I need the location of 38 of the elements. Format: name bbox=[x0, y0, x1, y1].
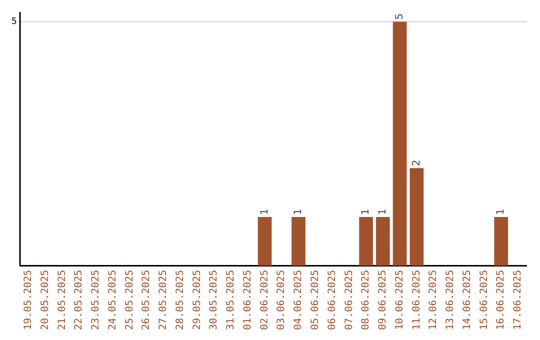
x-tick-label: 12.06.2025 bbox=[428, 270, 440, 330]
data-label: 5 bbox=[394, 13, 406, 20]
data-label: 1 bbox=[259, 208, 270, 215]
data-label: 1 bbox=[360, 208, 372, 215]
x-tick-label: 27.05.2025 bbox=[158, 270, 170, 330]
ref-line-label: 5 bbox=[11, 17, 17, 28]
x-tick-label: 11.06.2025 bbox=[411, 270, 422, 330]
x-tick-label: 25.05.2025 bbox=[124, 270, 136, 330]
data-label: 1 bbox=[293, 208, 304, 215]
x-tick-label: 17.06.2025 bbox=[512, 270, 524, 330]
x-tick-label: 03.06.2025 bbox=[276, 270, 288, 330]
x-tick-label: 21.05.2025 bbox=[56, 270, 68, 330]
x-tick-label: 10.06.2025 bbox=[394, 270, 406, 330]
data-label: 1 bbox=[378, 208, 389, 215]
x-tick-label: 16.06.2025 bbox=[496, 270, 507, 330]
x-tick-label: 13.06.2025 bbox=[445, 270, 456, 330]
x-tick-label: 30.05.2025 bbox=[208, 270, 220, 330]
x-tick-label: 09.06.2025 bbox=[378, 270, 389, 330]
x-tick-label: 20.05.2025 bbox=[40, 270, 51, 330]
x-tick-label: 28.05.2025 bbox=[174, 270, 186, 330]
data-label: 1 bbox=[496, 208, 507, 215]
data-label: 2 bbox=[411, 160, 422, 166]
x-tick-label: 24.05.2025 bbox=[107, 270, 118, 330]
x-tick-label: 07.06.2025 bbox=[344, 270, 355, 330]
x-tick-label: 26.05.2025 bbox=[141, 270, 152, 330]
x-tick-label: 23.05.2025 bbox=[90, 270, 102, 330]
x-tick-label: 31.05.2025 bbox=[226, 270, 237, 330]
x-tick-label: 14.06.2025 bbox=[462, 270, 473, 330]
x-tick-label: 06.06.2025 bbox=[326, 270, 338, 330]
x-tick-label: 19.05.2025 bbox=[23, 270, 34, 330]
x-tick-label: 01.06.2025 bbox=[242, 270, 254, 330]
x-tick-label: 04.06.2025 bbox=[293, 270, 304, 330]
x-tick-label: 02.06.2025 bbox=[259, 270, 270, 330]
x-tick-label: 22.05.2025 bbox=[74, 270, 85, 330]
x-tick-label: 29.05.2025 bbox=[192, 270, 203, 330]
x-tick-label: 08.06.2025 bbox=[360, 270, 372, 330]
x-tick-label: 15.06.2025 bbox=[478, 270, 490, 330]
x-tick-label: 05.06.2025 bbox=[310, 270, 321, 330]
